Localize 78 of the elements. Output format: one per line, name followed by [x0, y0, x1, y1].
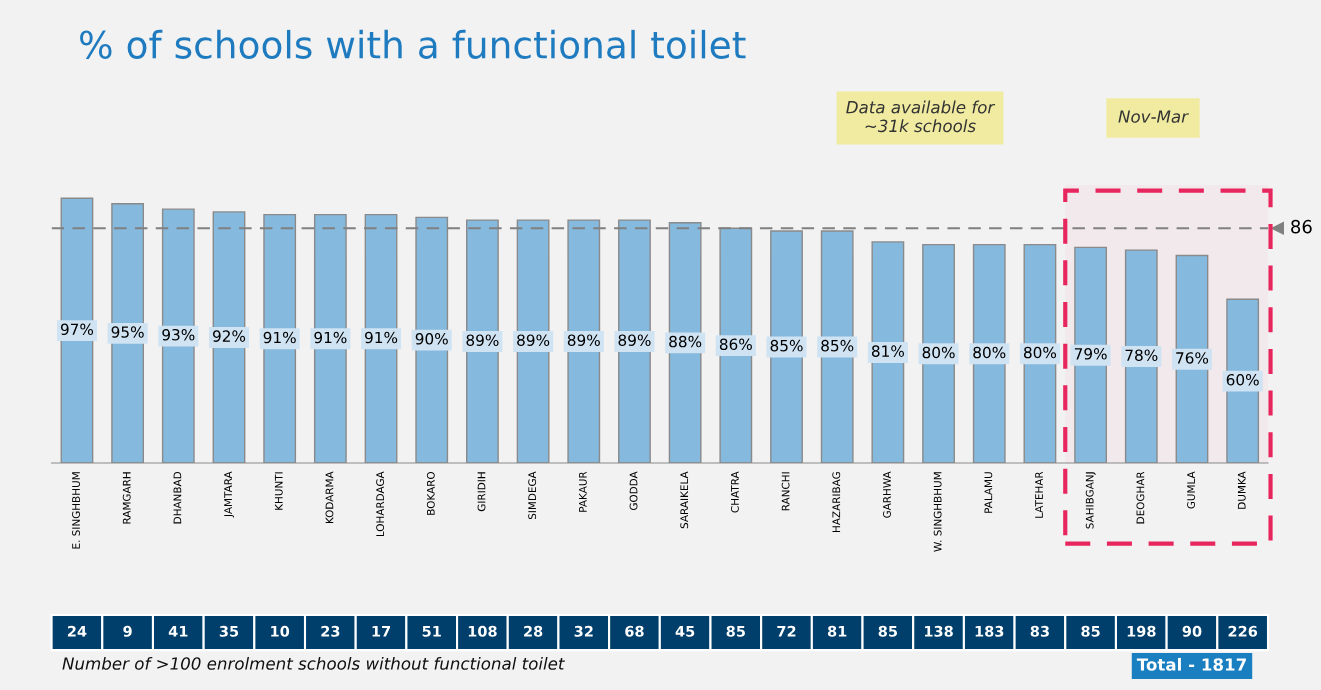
text: 85 [1081, 625, 1100, 637]
text: 24 [67, 625, 87, 637]
text: 198 [1127, 625, 1156, 637]
data-label: 81% [871, 345, 905, 357]
text: 68 [625, 625, 644, 637]
x-tick-label: RANCHI [781, 472, 790, 511]
text: Data available for ~31k schools [846, 100, 996, 133]
text: Number of >100 enrolment schools without functional toilet [62, 656, 565, 670]
data-label: 89% [618, 334, 651, 346]
x-tick-label: DEOGHAR [1136, 471, 1145, 524]
ref-line-label: 86 [1291, 219, 1312, 234]
x-tick-label: SARAIKELA [680, 471, 689, 529]
text: 85 [878, 625, 897, 637]
x-tick-label: DHANBAD [173, 471, 182, 524]
data-label: 97% [60, 323, 94, 336]
text: 108 [468, 625, 497, 637]
data-label: 60% [1226, 373, 1259, 386]
data-label: 76% [1176, 352, 1209, 364]
x-tick-label: KODARMA [325, 471, 334, 524]
data-label: 86% [719, 338, 752, 351]
data-label: 90% [415, 333, 448, 345]
x-tick-label: DUMKA [1237, 471, 1246, 509]
text: 51 [422, 625, 441, 637]
text: 23 [321, 625, 340, 637]
text: 35 [219, 625, 239, 637]
x-tick-label: CHATRA [730, 471, 739, 513]
x-tick-label: GARHWA [883, 471, 891, 518]
data-label: 85% [770, 339, 803, 352]
data-label: 80% [973, 346, 1006, 359]
text: 41 [168, 625, 188, 637]
x-tick-label: SIMDEGA [528, 471, 537, 520]
text: 90 [1182, 625, 1202, 637]
data-label: 89% [567, 334, 600, 346]
text: 10 [271, 625, 290, 637]
data-label: 78% [1125, 349, 1158, 361]
x-tick-label: LATEHAR [1035, 471, 1043, 518]
x-tick-label: RAMGARH [122, 472, 131, 524]
text: 138 [924, 625, 953, 637]
text: 17 [372, 625, 391, 637]
data-label: 79% [1074, 348, 1107, 360]
data-label: 91% [263, 331, 296, 344]
x-tick-label: HAZARIBAG [832, 472, 841, 532]
text: 83 [1030, 625, 1049, 637]
text: 28 [524, 625, 543, 637]
text: 226 [1228, 625, 1258, 637]
text: Total - 1817 [1136, 657, 1246, 671]
data-label: 93% [162, 328, 195, 341]
text: 45 [675, 625, 695, 637]
text: 85 [726, 625, 745, 637]
x-tick-label: KHUNTI [274, 472, 283, 510]
data-label: 80% [922, 346, 955, 359]
x-tick-label: GIRIDIH [477, 472, 486, 512]
data-label: 89% [517, 334, 550, 346]
text: 72 [777, 625, 796, 637]
data-label: 80% [1023, 346, 1057, 359]
x-tick-label: BOKARO [426, 471, 435, 515]
data-label: 91% [365, 331, 398, 344]
text: 9 [123, 625, 132, 637]
text: 183 [975, 625, 1004, 637]
x-tick-label: PALAMU [984, 472, 993, 513]
data-label: 89% [466, 334, 499, 346]
text: 32 [574, 625, 593, 637]
chart-title: % of schools with a functional toilet [80, 29, 746, 59]
data-label: 92% [212, 330, 246, 342]
text: 81 [827, 625, 847, 637]
data-label: 88% [669, 335, 702, 348]
x-tick-label: GODDA [629, 471, 638, 511]
data-label: 95% [111, 326, 144, 338]
x-tick-label: GUMLA [1187, 471, 1195, 509]
x-tick-label: W. SINGHBHUM [933, 472, 942, 552]
x-tick-label: LOHARDAGA [376, 471, 385, 537]
data-label: 85% [821, 339, 854, 352]
data-label: 91% [314, 331, 347, 344]
x-tick-label: E. SINGHBHUM [72, 472, 80, 549]
x-tick-label: PAKAUR [579, 471, 587, 512]
text: Nov-Mar [1118, 110, 1189, 123]
x-tick-label: SAHIBGANJ [1085, 472, 1096, 529]
x-tick-label: JAMTARA [224, 471, 234, 518]
